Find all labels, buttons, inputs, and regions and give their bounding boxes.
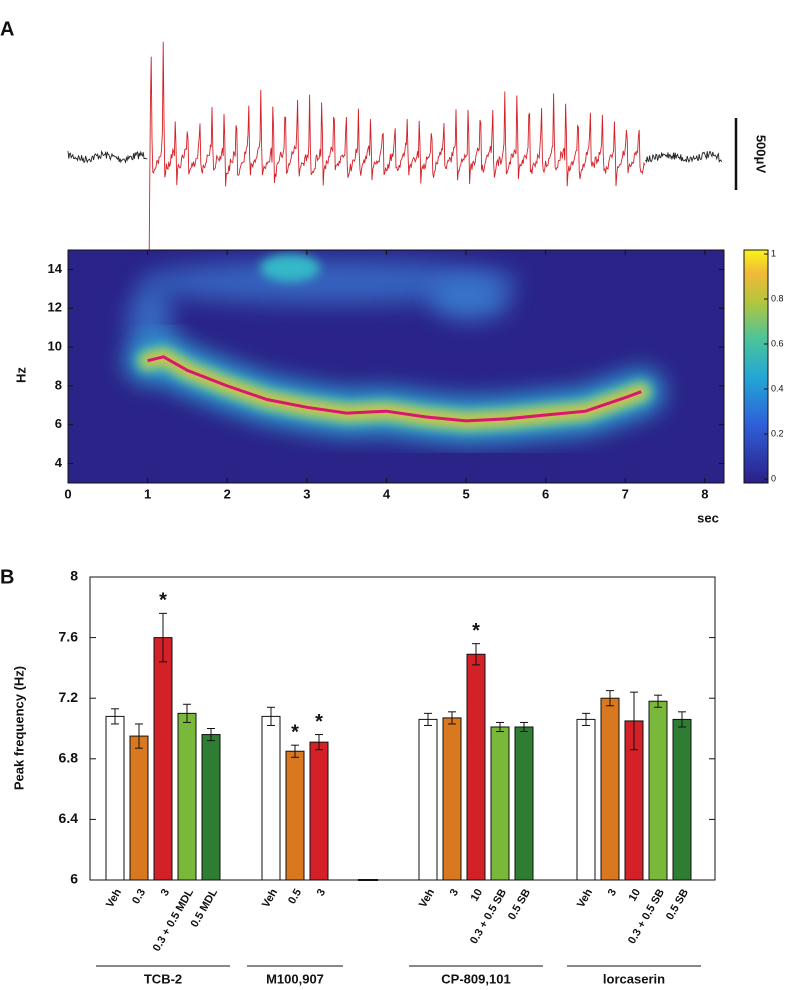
bar (129, 735, 149, 881)
bar-frame (89, 576, 716, 881)
x-tick-label: 7 (622, 486, 629, 501)
x-tick-label: 5 (462, 486, 469, 501)
peak-frequency-line (147, 355, 642, 423)
colorbar-tick-label: 0.4 (771, 383, 784, 393)
x-tick-label: 6 (542, 486, 549, 501)
spectrogram-frame (67, 249, 725, 484)
x-tick-label: 0.5 (286, 887, 304, 906)
x-axis-label: sec (697, 510, 719, 525)
bar (105, 715, 125, 881)
y-tick-label: 6.8 (59, 750, 79, 766)
y-tick-label: 8 (55, 377, 62, 392)
x-tick-label: 0.3 (130, 887, 148, 906)
bar (261, 715, 281, 881)
x-tick-label: 0.5 SB (664, 887, 691, 922)
x-tick-label: Veh (260, 887, 280, 910)
spectrogram (68, 250, 724, 483)
colorbar-tick-label: 0.6 (771, 338, 784, 348)
bar (201, 734, 221, 881)
x-tick-label: 10 (469, 887, 486, 904)
bar (177, 712, 197, 881)
bar (309, 741, 329, 881)
bar (672, 718, 692, 881)
bar (514, 726, 534, 881)
spectral-power (430, 280, 510, 320)
panel-label: B (0, 566, 14, 588)
y-tick-label: 6 (70, 871, 78, 887)
x-tick-label: 2 (224, 486, 231, 501)
colorbar (743, 249, 769, 484)
y-tick-label: 7.2 (59, 689, 79, 705)
x-tick-label: Veh (575, 887, 595, 910)
panel-label: A (0, 18, 14, 40)
colorbar-tick-label: 0.2 (771, 428, 784, 438)
x-tick-label: Veh (104, 887, 124, 910)
group-label: lorcaserin (603, 971, 665, 986)
y-tick-label: 12 (48, 300, 62, 315)
y-axis-label: Hz (13, 367, 28, 383)
y-tick-label: 8 (70, 568, 78, 584)
y-axis-label: Peak frequency (Hz) (11, 666, 26, 790)
y-tick-label: 10 (48, 339, 62, 354)
bar (600, 697, 620, 881)
x-tick-label: Veh (417, 887, 437, 910)
eeg-trace (67, 41, 723, 405)
x-tick-label: 4 (383, 486, 391, 501)
y-tick-label: 7.6 (59, 628, 79, 644)
colorbar-tick-label: 0 (771, 473, 776, 483)
x-tick-label: 8 (701, 486, 708, 501)
spectral-power (260, 254, 320, 282)
eeg-trace-line (645, 151, 723, 164)
x-tick-label: 3 (303, 486, 310, 501)
eeg-trace-line (67, 150, 148, 164)
bar (490, 726, 510, 881)
spectral-power (140, 260, 520, 304)
group-label: TCB-2 (144, 971, 182, 986)
significance-marker: * (472, 620, 480, 642)
x-tick-label: 3 (606, 887, 619, 898)
bar (285, 750, 305, 881)
x-tick-label: 0.5 SB (506, 887, 533, 922)
x-tick-label: 3 (448, 887, 461, 898)
y-tick-label: 4 (55, 455, 63, 470)
y-tick-label: 6 (55, 416, 62, 431)
x-tick-label: 3 (315, 887, 328, 898)
bar (442, 717, 462, 881)
x-tick-label: 10 (627, 887, 644, 904)
group-label: CP-809,101 (441, 971, 510, 986)
y-tick-label: 14 (48, 261, 63, 276)
bar (648, 700, 668, 881)
bar (153, 637, 173, 881)
colorbar-tick-label: 0.8 (771, 293, 784, 303)
x-tick-label: 3 (159, 887, 172, 898)
colorbar-tick-label: 1 (771, 248, 776, 258)
eeg-trace-line (147, 41, 646, 405)
x-tick-label: 0 (64, 486, 71, 501)
bar (576, 718, 596, 881)
significance-marker: * (159, 590, 167, 612)
x-tick-label: 1 (144, 486, 151, 501)
bar (418, 718, 438, 881)
bar (466, 653, 486, 881)
scale-bar-label: 500μV (754, 135, 769, 174)
significance-marker: * (315, 711, 323, 733)
significance-marker: * (291, 721, 299, 743)
group-label: M100,907 (266, 971, 324, 986)
y-tick-label: 6.4 (59, 810, 79, 826)
